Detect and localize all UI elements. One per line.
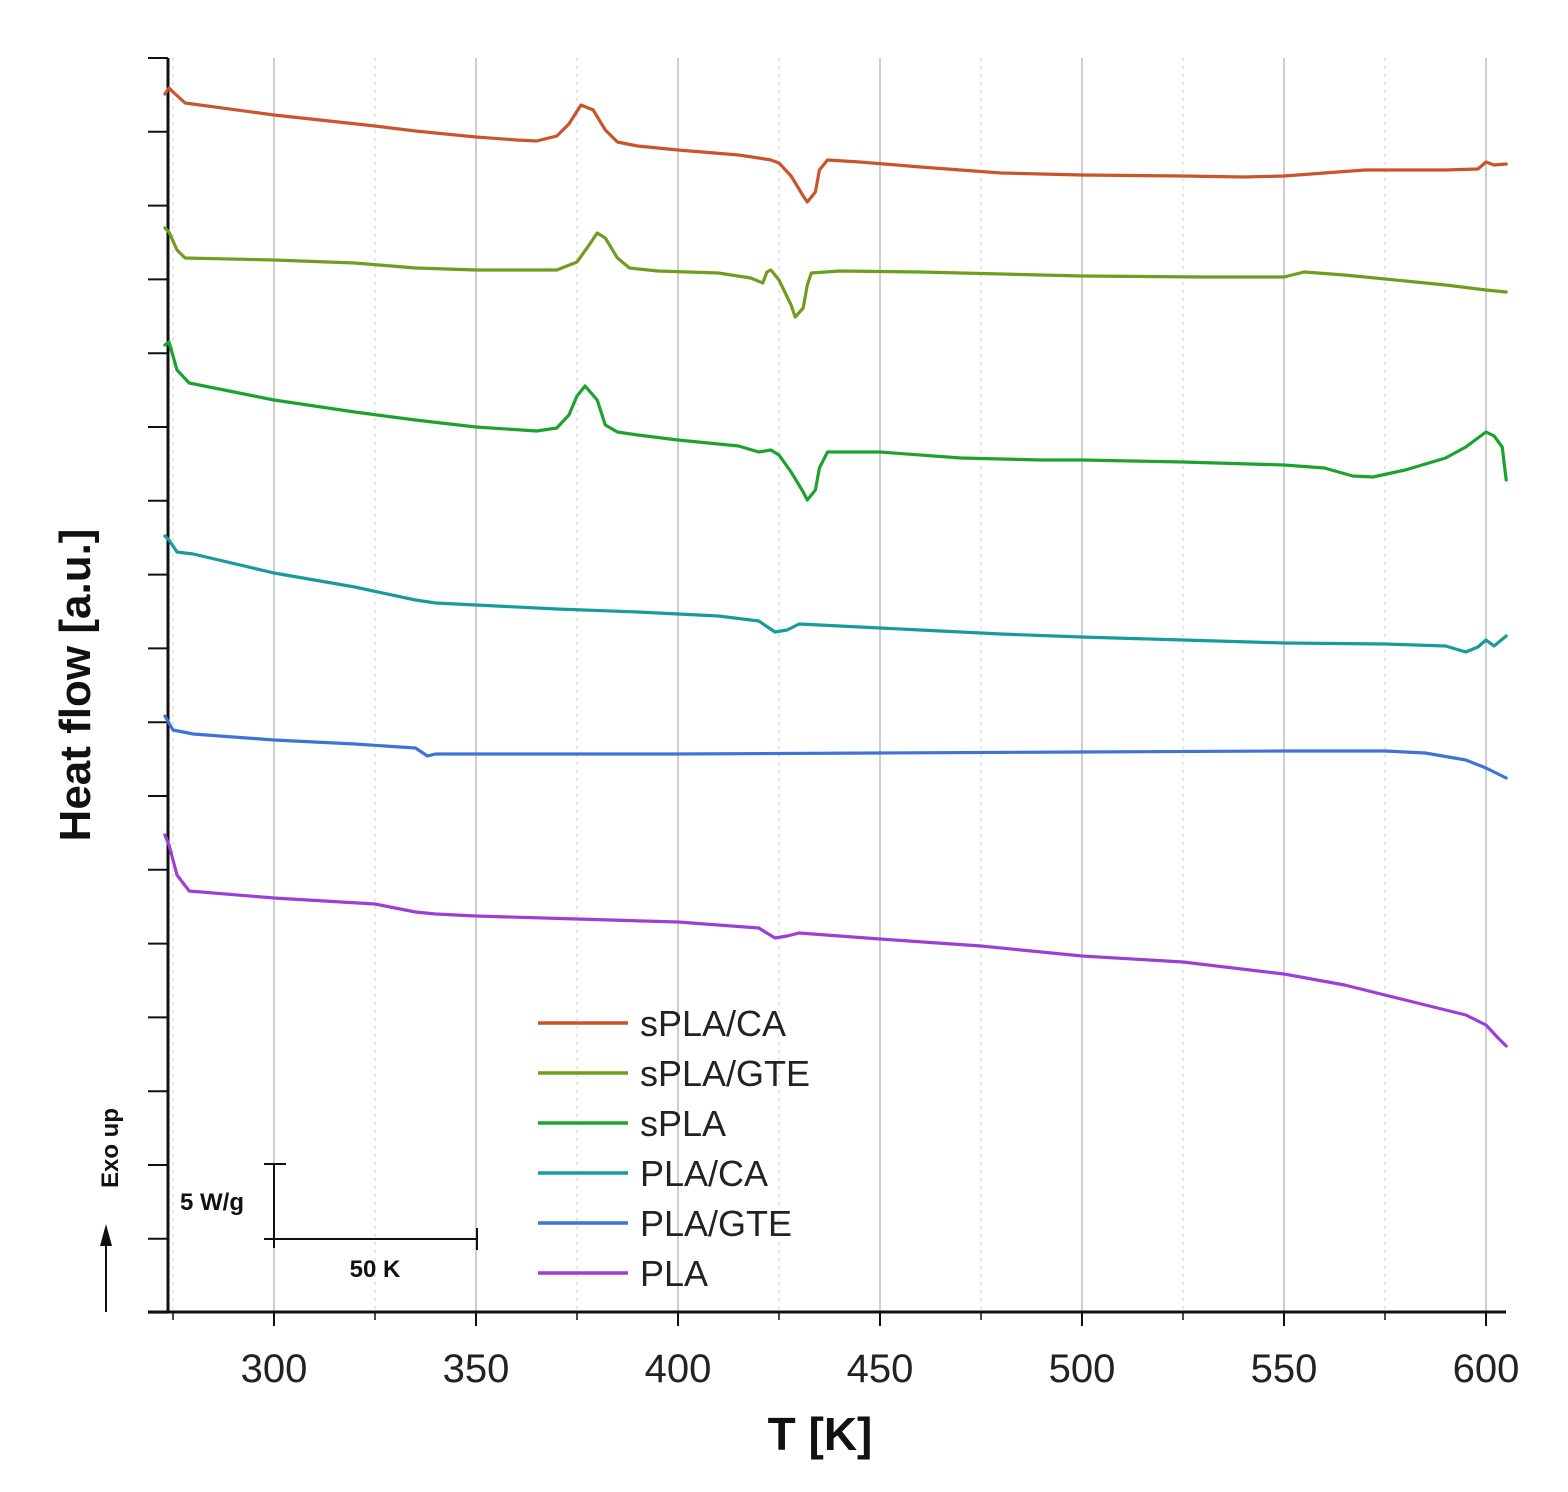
x-tick-label-550: 550 bbox=[1251, 1347, 1318, 1391]
x-tick-label-400: 400 bbox=[645, 1347, 712, 1391]
x-axis-title: T [K] bbox=[768, 1408, 873, 1460]
x-axis: 300 350 400 450 500 550 600 bbox=[148, 58, 1519, 1391]
x-tick-label-450: 450 bbox=[847, 1347, 914, 1391]
scale-bar: 5 W/g 50 K bbox=[180, 1163, 478, 1283]
scale-label-x: 50 K bbox=[350, 1256, 401, 1283]
grid-lines bbox=[172, 58, 1487, 1312]
exo-indicator: Exo up bbox=[97, 1108, 124, 1312]
exo-arrow-head bbox=[100, 1224, 112, 1246]
series-line-spla bbox=[163, 340, 1508, 502]
legend-label-pla: PLA bbox=[640, 1253, 708, 1294]
series-line-spla-gte bbox=[163, 226, 1508, 319]
legend-label-spla: sPLA bbox=[640, 1103, 726, 1144]
y-axis-title: Heat flow [a.u.] bbox=[51, 529, 100, 842]
legend-label-spla-ca: sPLA/CA bbox=[640, 1003, 786, 1044]
legend-label-spla-gte: sPLA/GTE bbox=[640, 1053, 810, 1094]
series-group bbox=[163, 86, 1508, 1048]
series-line-spla-ca bbox=[163, 86, 1508, 204]
x-tick-label-500: 500 bbox=[1049, 1347, 1116, 1391]
exo-label: Exo up bbox=[97, 1108, 124, 1188]
x-tick-label-600: 600 bbox=[1453, 1347, 1520, 1391]
series-line-pla bbox=[163, 833, 1508, 1048]
x-tick-label-300: 300 bbox=[241, 1347, 308, 1391]
series-line-pla-gte bbox=[163, 714, 1508, 780]
series-line-pla-ca bbox=[163, 534, 1508, 654]
legend-label-pla-ca: PLA/CA bbox=[640, 1153, 768, 1194]
x-tick-label-350: 350 bbox=[443, 1347, 510, 1391]
legend-label-pla-gte: PLA/GTE bbox=[640, 1203, 792, 1244]
scale-label-y: 5 W/g bbox=[180, 1189, 244, 1216]
legend: sPLA/CA sPLA/GTE sPLA PLA/CA PLA/GTE PLA bbox=[538, 1003, 810, 1294]
